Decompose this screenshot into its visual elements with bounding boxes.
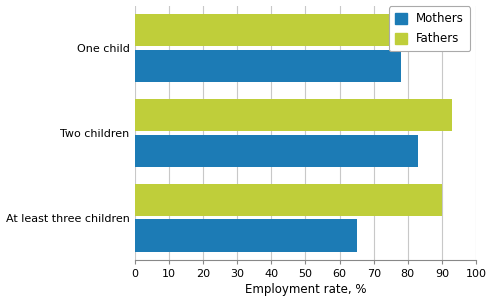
X-axis label: Employment rate, %: Employment rate, % [245, 284, 366, 297]
Bar [135, 99, 452, 131]
Bar [135, 135, 418, 167]
Bar [135, 50, 401, 82]
Bar [135, 184, 442, 216]
Bar [135, 220, 357, 252]
Legend: Mothers, Fathers: Mothers, Fathers [389, 6, 470, 51]
Bar [135, 14, 449, 46]
